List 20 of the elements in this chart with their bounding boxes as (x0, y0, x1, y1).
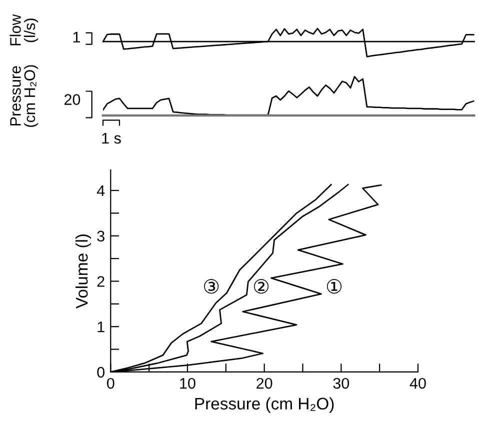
x-tick-label: 0 (107, 378, 114, 389)
y-axis-title: Volume (l) (76, 234, 92, 308)
x-tick-label: 10 (180, 378, 196, 389)
annotation: ② (254, 279, 269, 294)
text: 1 (73, 32, 80, 42)
annotation: ③ (204, 279, 219, 294)
y-axis-title: Flow (l/s) (10, 14, 38, 46)
text: 20 (64, 94, 80, 105)
x-tick-label: 30 (333, 378, 350, 389)
y-axis-title: Pressure (cm H₂O) (10, 65, 38, 127)
annotation: ① (326, 279, 342, 294)
y-tick-label: 1 (98, 322, 104, 332)
text: 1 s (102, 132, 121, 144)
x-axis-title: Pressure (cm H₂O) (195, 397, 334, 413)
x-tick-label: 20 (256, 378, 272, 389)
y-tick-label: 4 (96, 186, 105, 196)
y-tick-label: 2 (97, 276, 104, 287)
y-tick-label: 3 (97, 230, 104, 242)
x-tick-label: 40 (410, 378, 426, 389)
y-tick-label: 0 (97, 366, 104, 378)
